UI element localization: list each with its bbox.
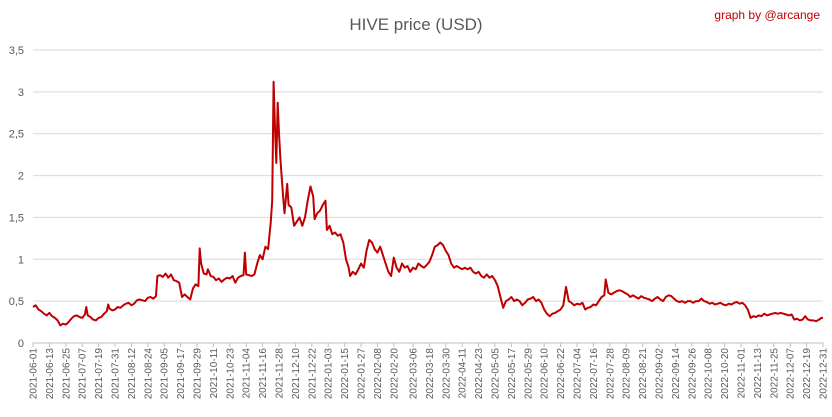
x-tick-label: 2022-09-14: [671, 348, 682, 400]
y-tick-label: 0,5: [9, 296, 24, 308]
x-tick-label: 2022-08-09: [622, 348, 633, 400]
x-tick-label: 2021-12-10: [291, 348, 302, 400]
x-tick-label: 2021-11-04: [242, 348, 253, 399]
x-tick-label: 2021-07-31: [111, 348, 122, 400]
x-tick-label: 2021-06-01: [29, 348, 40, 400]
x-tick-label: 2022-10-08: [704, 348, 715, 400]
x-tick-label: 2022-12-31: [819, 348, 830, 400]
x-tick-label: 2022-04-11: [458, 348, 469, 399]
x-tick-label: 2021-09-29: [193, 348, 204, 400]
x-tick-label: 2022-10-20: [720, 348, 731, 400]
y-tick-label: 1,5: [9, 212, 24, 224]
x-tick-label: 2022-11-01: [736, 348, 747, 399]
x-tick-label: 2021-11-16: [258, 348, 269, 399]
y-tick-label: 3,5: [9, 45, 24, 57]
series-layer: [32, 80, 823, 327]
x-tick-label: 2021-09-05: [160, 348, 171, 400]
x-tick-label: 2022-01-15: [340, 348, 351, 400]
x-tick-label: 2021-09-17: [176, 348, 187, 400]
x-tick-label: 2022-05-29: [523, 348, 534, 400]
x-tick-label: 2022-03-30: [441, 348, 452, 400]
y-tick-label: 1: [18, 254, 24, 266]
y-tick-label: 2,5: [9, 129, 24, 141]
y-tick-label: 0: [18, 338, 24, 350]
x-tick-label: 2022-03-18: [425, 348, 436, 400]
x-tick-label: 2022-02-08: [373, 348, 384, 400]
x-axis-ticks: 2021-06-01 2021-06-13 2021-06-25 2021-07-07…: [29, 343, 830, 399]
x-tick-label: 2022-12-19: [802, 348, 813, 400]
x-tick-label: 2022-07-28: [605, 348, 616, 400]
x-tick-label: 2022-06-22: [556, 348, 567, 400]
x-tick-label: 2021-12-22: [307, 348, 318, 400]
x-tick-label: 2022-09-02: [654, 348, 665, 400]
x-tick-label: 2022-03-06: [408, 348, 419, 400]
x-tick-label: 2022-04-23: [474, 348, 485, 400]
x-tick-label: 2021-08-12: [127, 348, 138, 400]
x-tick-label: 2022-08-21: [638, 348, 649, 400]
x-tick-label: 2022-07-04: [572, 348, 583, 400]
chart-title: HIVE price (USD): [349, 15, 482, 34]
x-tick-label: 2022-01-27: [357, 348, 368, 400]
x-tick-label: 2022-12-07: [786, 348, 797, 400]
y-axis-ticks: 0 0,5 1 1,5 2 2,5 3 3,5: [9, 45, 24, 350]
x-tick-label: 2022-11-13: [753, 348, 764, 399]
x-tick-label: 2022-05-17: [507, 348, 518, 400]
x-tick-label: 2021-08-24: [143, 348, 154, 400]
x-tick-label: 2022-05-05: [490, 348, 501, 400]
x-tick-label: 2021-11-28: [275, 348, 286, 399]
x-tick-label: 2022-01-03: [324, 348, 335, 400]
x-tick-label: 2022-11-25: [769, 348, 780, 399]
x-tick-label: 2021-07-19: [94, 348, 105, 400]
x-tick-label: 2022-07-16: [589, 348, 600, 400]
y-tick-label: 2: [18, 171, 24, 183]
x-tick-label: 2021-06-25: [61, 348, 72, 400]
x-tick-label: 2021-10-11: [209, 348, 220, 399]
x-tick-label: 2022-06-10: [540, 348, 551, 400]
x-tick-label: 2022-09-26: [687, 348, 698, 400]
x-tick-label: 2022-02-20: [389, 348, 400, 400]
x-tick-label: 2021-06-13: [45, 348, 56, 400]
y-tick-label: 3: [18, 87, 24, 99]
x-tick-label: 2021-10-23: [225, 348, 236, 400]
x-tick-label: 2021-07-07: [78, 348, 89, 400]
price-series-line: [32, 80, 823, 327]
chart-credit: graph by @arcange: [714, 8, 820, 22]
